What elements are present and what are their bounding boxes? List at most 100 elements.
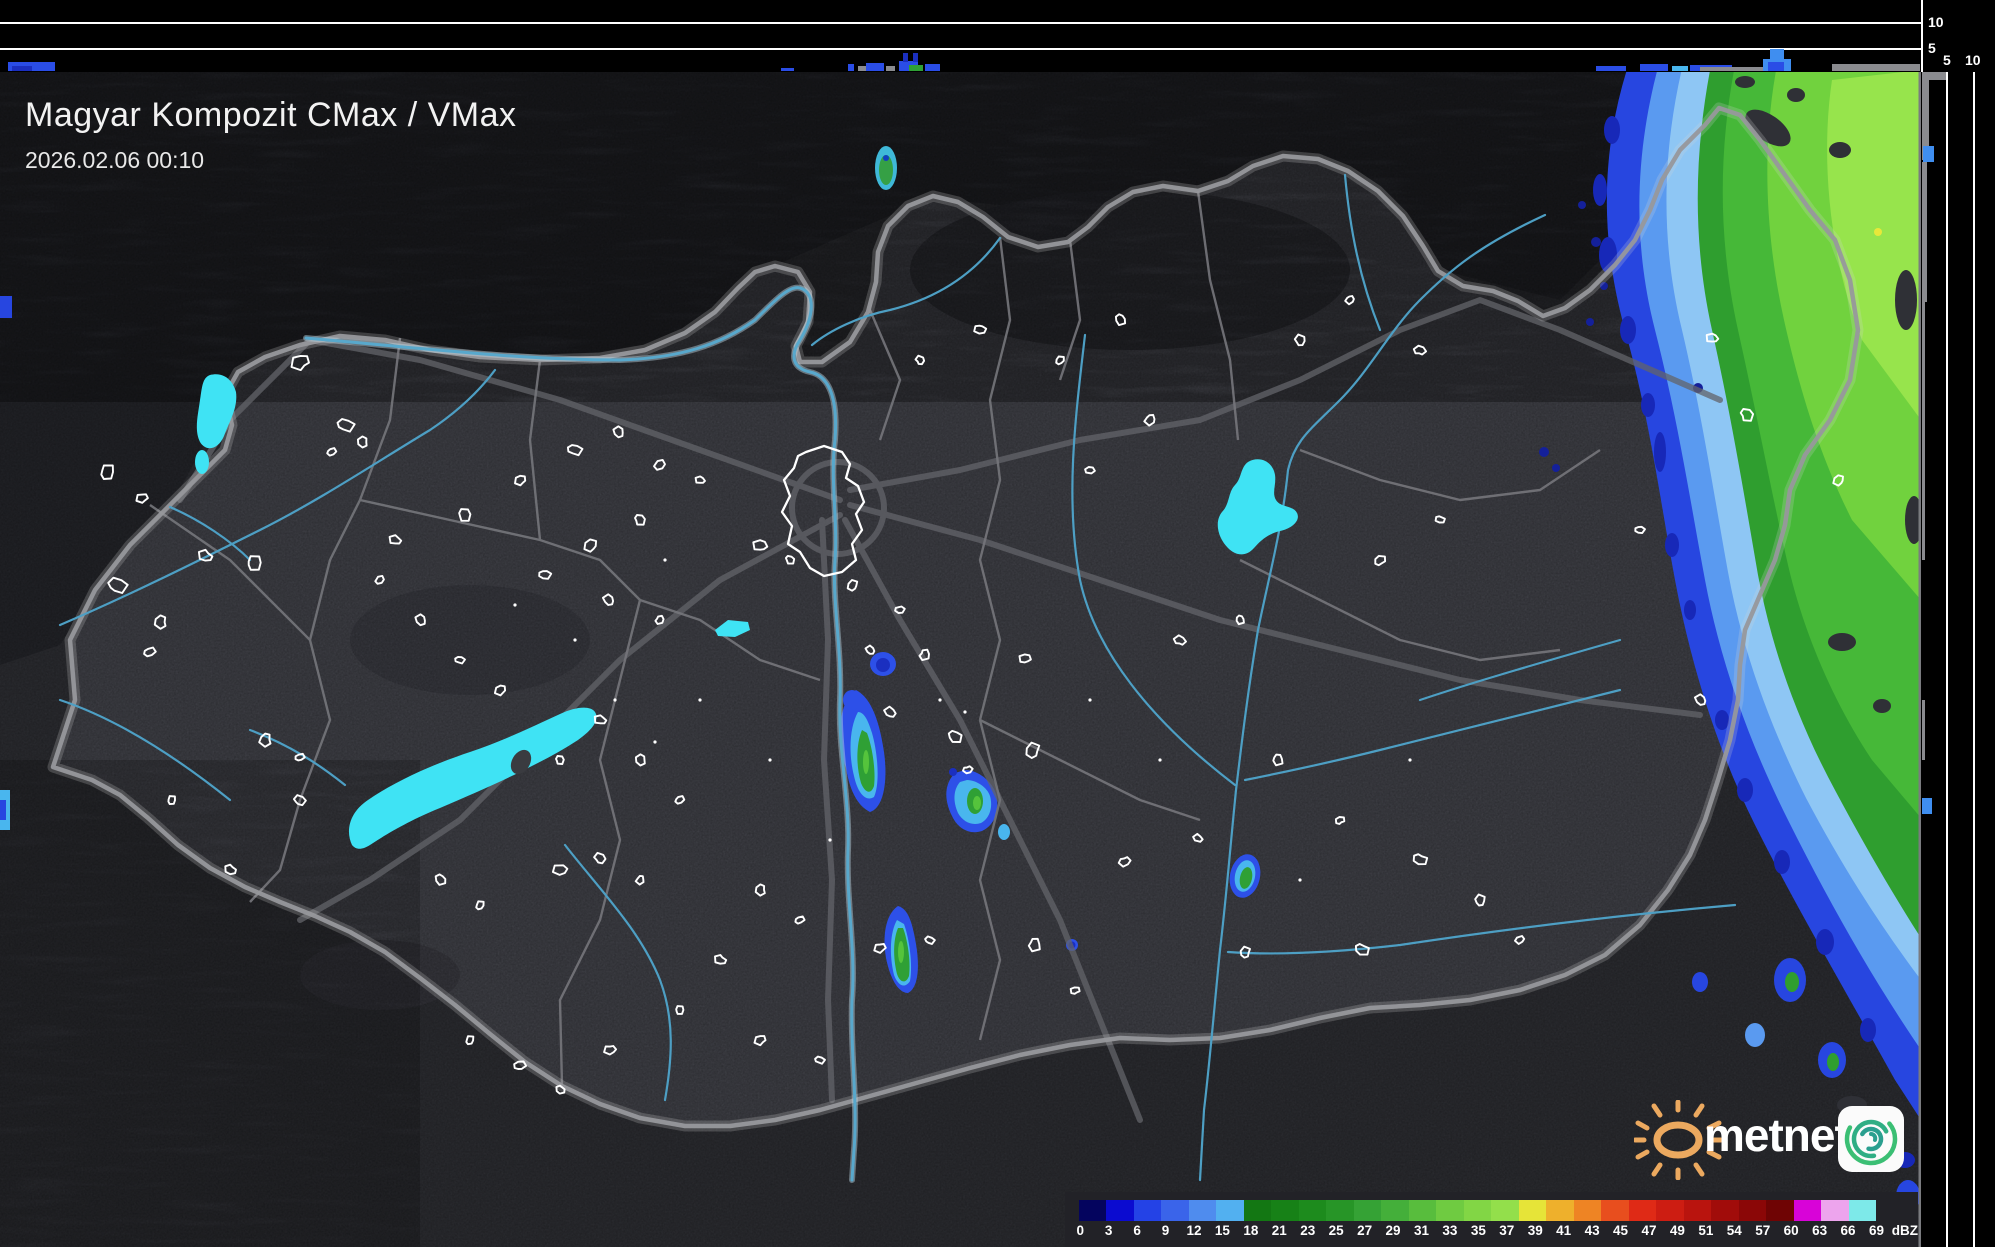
colorbar-segment: [1326, 1200, 1354, 1221]
colorbar-tick-label: 43: [1584, 1223, 1600, 1238]
city-outline: [465, 1035, 475, 1046]
village-dot: [653, 740, 657, 744]
village-dot: [1088, 698, 1092, 702]
city-outline: [336, 418, 356, 433]
colorbar-tick-label: 57: [1755, 1223, 1771, 1238]
city-outline: [1117, 856, 1132, 868]
spiral-icon: [1844, 1112, 1898, 1166]
dbz-colorbar: 0 3 6 9 12 15 18 21 23 25 27 29 31 33 35 37 39 41 43 45 47 49…: [1065, 1192, 1918, 1247]
city-outline: [814, 1055, 826, 1065]
village-dot: [663, 558, 667, 562]
profile-top-strip: [0, 0, 1921, 72]
echo-band: [1539, 72, 1920, 1212]
budapest-outline: [780, 444, 866, 578]
village-dot: [768, 758, 772, 762]
city-outline: [454, 655, 466, 665]
city-outline: [247, 555, 262, 571]
city-outline: [1055, 355, 1065, 366]
colorbar-segment: [1656, 1200, 1684, 1221]
gridline-5km-v: [1946, 72, 1948, 1247]
colorbar-tick-label: 15: [1214, 1223, 1230, 1238]
profile-top-bar: [1768, 62, 1784, 71]
colorbar-tick-label: 35: [1470, 1223, 1486, 1238]
colorbar-tick-label: 27: [1357, 1223, 1373, 1238]
echo-cells: [0, 146, 1261, 993]
city-outline: [924, 935, 936, 945]
colorbar-segment: [1298, 1200, 1327, 1221]
city-outline: [674, 795, 686, 805]
profile-top-bar: [1832, 64, 1920, 71]
colorbar-tick-label: 18: [1243, 1223, 1259, 1238]
roads: [177, 297, 1723, 1123]
corner-divider: [1921, 0, 1923, 72]
colorbar-tick-label: 29: [1385, 1223, 1401, 1238]
city-outline: [601, 593, 615, 606]
city-outline: [1172, 634, 1187, 646]
city-outline: [634, 874, 645, 886]
city-outline: [784, 554, 796, 565]
profile-top-bar: [866, 63, 884, 71]
city-outline: [167, 795, 176, 806]
profile-right-bar: [1922, 162, 1927, 302]
city-outline: [555, 755, 565, 765]
city-outline: [458, 508, 472, 522]
village-dot: [513, 603, 517, 607]
colorbar-tick-labels: 0 3 6 9 12 15 18 21 23 25 27 29 31 33 35 37 39 41 43 45 47 49…: [1065, 1223, 1919, 1238]
top-axis-label-10: 10: [1928, 14, 1944, 30]
city-outline: [603, 1045, 618, 1056]
brand-name: metnet: [1704, 1109, 1850, 1161]
city-outline: [694, 475, 706, 484]
city-outline: [1293, 333, 1306, 347]
city-outline: [1239, 945, 1251, 959]
colorbar-tick-label: 49: [1669, 1223, 1685, 1238]
river-danube: [304, 286, 857, 1182]
city-outline: [374, 574, 385, 585]
city-outline: [754, 883, 766, 897]
city-outline: [612, 425, 624, 439]
lake-velence: [715, 620, 750, 637]
colorbar-tick-label: 6: [1133, 1223, 1141, 1238]
city-outline: [538, 570, 553, 580]
colorbar-segment: [1573, 1200, 1602, 1221]
city-outline: [1634, 525, 1646, 535]
city-outline: [1235, 614, 1245, 626]
profile-top-bar: [1596, 66, 1626, 71]
village-dot: [963, 710, 967, 714]
city-outline: [752, 539, 769, 551]
city-outline: [434, 873, 447, 886]
colorbar-segment: [1848, 1200, 1877, 1221]
village-dot: [1298, 878, 1302, 882]
profile-right-bar: [1922, 72, 1946, 80]
city-outline: [1192, 832, 1204, 843]
profile-top-bar: [899, 61, 918, 71]
river-tisza: [1198, 213, 1547, 1182]
colorbar-segment: [1216, 1200, 1244, 1221]
lake-balaton: [348, 707, 597, 849]
city-outline: [153, 614, 167, 630]
city-outline: [258, 732, 272, 748]
city-outline: [551, 864, 569, 876]
profile-top-bar: [1640, 64, 1668, 71]
city-outline: [414, 613, 426, 627]
colorbar-gradient: [1079, 1200, 1877, 1221]
colorbar-segment: [1491, 1200, 1519, 1221]
colorbar-tick-label: 37: [1499, 1223, 1515, 1238]
colorbar-segment: [1408, 1200, 1437, 1221]
profile-top-bar: [1672, 66, 1688, 71]
colorbar-tick-label: 69: [1868, 1223, 1884, 1238]
sun-icon: [1634, 1100, 1724, 1180]
colorbar-segment: [1243, 1200, 1272, 1221]
city-outline: [675, 1005, 685, 1015]
county-borders: [149, 190, 1601, 1087]
city-outline: [894, 605, 906, 614]
profile-top-bar: [903, 53, 908, 62]
profile-right-bar: [1922, 80, 1929, 160]
village-dot: [573, 638, 577, 642]
village-dot: [613, 698, 617, 702]
colorbar-tick-label: 45: [1613, 1223, 1629, 1238]
city-outline: [883, 705, 897, 718]
city-outline: [356, 435, 368, 449]
colorbar-segment: [1463, 1200, 1492, 1221]
city-outline: [555, 1084, 566, 1095]
city-outline: [654, 614, 665, 625]
